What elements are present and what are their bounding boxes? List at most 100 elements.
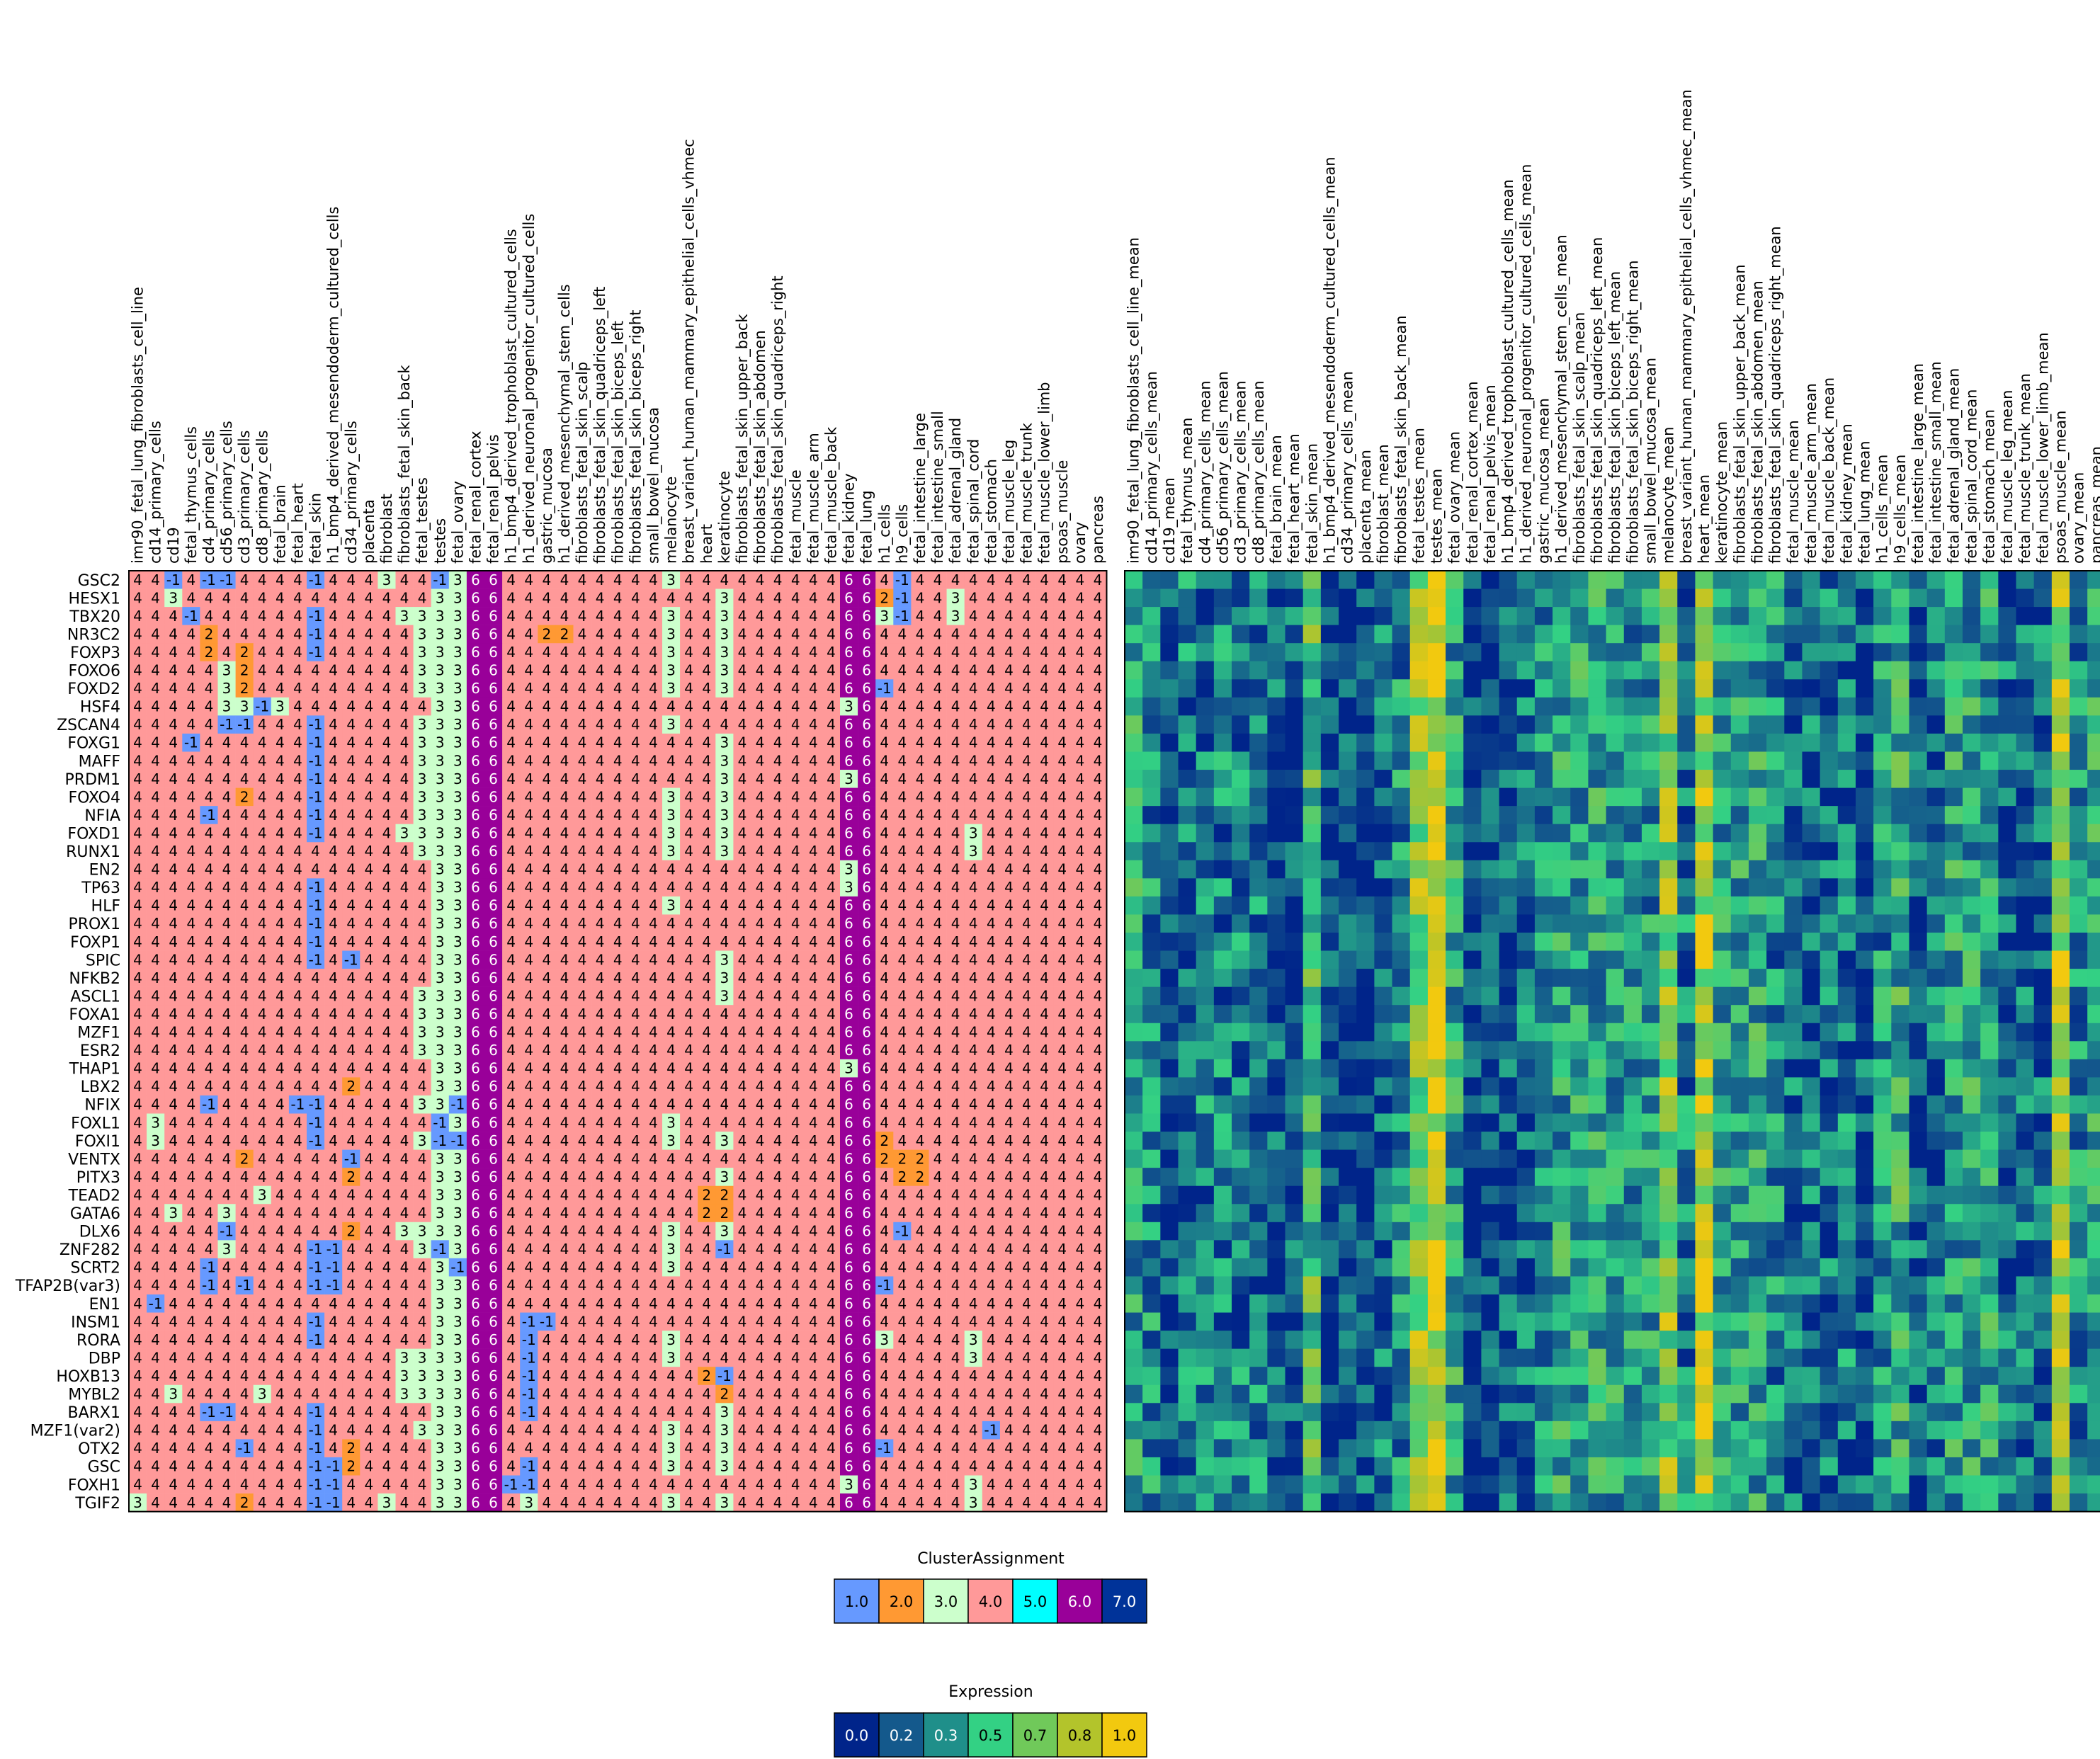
cluster-cell-label: 4	[684, 1241, 693, 1258]
cluster-cell-label: 4	[400, 1096, 409, 1113]
cluster-cell-label: 6	[471, 788, 480, 805]
cluster-cell-label: 3	[222, 662, 232, 679]
cluster-cell-label: 4	[791, 752, 800, 769]
cluster-cell	[253, 571, 272, 589]
cluster-cell-label: -1	[309, 1313, 323, 1330]
cluster-cell-label: 4	[506, 951, 516, 968]
cluster-cell-label: 4	[969, 933, 978, 950]
cluster-cell-label: 4	[773, 716, 783, 733]
cluster-cell-label: 3	[666, 1349, 676, 1366]
cluster-cell-label: 4	[809, 1060, 818, 1077]
cluster-cell-label: 4	[897, 1295, 907, 1312]
cluster-cell-label: 4	[364, 589, 373, 606]
cluster-cell-label: 4	[222, 1006, 232, 1023]
cluster-cell-label: 4	[382, 807, 392, 824]
cluster-cell-label: 4	[205, 752, 214, 769]
cluster-cell-label: 4	[186, 1259, 195, 1276]
cluster-cell-label: 4	[240, 1024, 249, 1041]
cluster-cell-label: 6	[489, 1096, 498, 1113]
cluster-cell-label: 6	[844, 1168, 853, 1185]
cluster-cell-label: 4	[560, 1024, 569, 1041]
cluster-cell-label: 4	[987, 1277, 996, 1294]
cluster-cell-label: 4	[329, 1223, 338, 1240]
row-label: TP63	[81, 880, 120, 897]
cluster-cell-label: 4	[133, 752, 142, 769]
cluster-cell-label: 4	[506, 915, 516, 932]
cluster-cell-label: 4	[542, 1024, 551, 1041]
cluster-cell-label: 4	[773, 879, 783, 896]
cluster-cell	[751, 571, 769, 589]
cluster-cell-label: 4	[702, 1024, 711, 1041]
cluster-cell-label: 4	[897, 824, 907, 841]
cluster-cell-label: 4	[240, 861, 249, 878]
cluster-cell-label: 4	[1040, 1168, 1049, 1185]
cluster-cell-label: 4	[951, 1186, 960, 1203]
cluster-cell-label: 4	[773, 698, 783, 715]
cluster-cell-label: 6	[471, 644, 480, 661]
cluster-cell-label: 6	[844, 752, 853, 769]
cluster-cell-label: 4	[276, 987, 285, 1004]
cluster-cell-label: 4	[649, 1006, 658, 1023]
cluster-cell-label: 4	[1022, 644, 1031, 661]
cluster-cell-label: 4	[133, 589, 142, 606]
cluster-cell-label: 3	[436, 1042, 445, 1059]
cluster-cell-label: 4	[329, 1168, 338, 1185]
cluster-cell-label: 4	[329, 608, 338, 625]
cluster-cell-label: 4	[524, 987, 533, 1004]
cluster-cell-label: 4	[1057, 1132, 1067, 1149]
column-label: fibroblasts_fetal_skin_abdomen	[751, 330, 769, 564]
cluster-cell-label: 6	[844, 897, 853, 914]
cluster-cell-label: 4	[1057, 1277, 1067, 1294]
cluster-cell-label: 4	[1057, 1150, 1067, 1167]
cluster-cell-label: 4	[346, 1186, 356, 1203]
cluster-cell-label: 4	[560, 1186, 569, 1203]
cluster-cell-label: 4	[186, 680, 195, 697]
cluster-cell-label: 4	[293, 1277, 302, 1294]
cluster-cell-label: 4	[987, 1349, 996, 1366]
cluster-cell-label: 6	[844, 1186, 853, 1203]
cluster-cell	[608, 571, 628, 589]
cluster-cell-label: 4	[933, 824, 943, 841]
cluster-cell-label: 4	[649, 1186, 658, 1203]
cluster-cell-label: 4	[631, 698, 640, 715]
cluster-cell-label: 4	[880, 1006, 889, 1023]
column-label: h9_cells	[894, 504, 912, 564]
cluster-cell-label: 3	[720, 1168, 729, 1185]
cluster-cell-label: 4	[1075, 788, 1084, 805]
cluster-cell-label: 4	[276, 1132, 285, 1149]
cluster-cell-label: 3	[453, 843, 462, 860]
cluster-cell-label: 6	[844, 843, 853, 860]
cluster-cell-label: 4	[613, 1150, 623, 1167]
cluster-cell-label: 4	[151, 1241, 160, 1258]
cluster-cell-label: 3	[453, 1042, 462, 1059]
cluster-cell-label: 4	[987, 915, 996, 932]
cluster-cell-label: 3	[436, 1150, 445, 1167]
cluster-cell-label: 4	[382, 734, 392, 751]
cluster-cell-label: 4	[916, 933, 925, 950]
cluster-cell-label: 4	[880, 951, 889, 968]
cluster-cell-label: 4	[133, 571, 142, 588]
cluster-cell-label: 4	[791, 843, 800, 860]
cluster-cell-label: 4	[258, 1096, 267, 1113]
cluster-cell-label: 4	[916, 1078, 925, 1095]
cluster-cell-label: 4	[791, 608, 800, 625]
cluster-cell-label: 4	[258, 608, 267, 625]
cluster-cell-label: 4	[186, 1150, 195, 1167]
cluster-cell-label: 4	[916, 1223, 925, 1240]
cluster-cell-label: 6	[862, 1186, 871, 1203]
cluster-cell-label: 4	[560, 680, 569, 697]
cluster-cell-label: 3	[453, 933, 462, 950]
cluster-cell-label: 3	[436, 1277, 445, 1294]
cluster-cell-label: 4	[649, 680, 658, 697]
cluster-cell-label: 4	[133, 1186, 142, 1203]
cluster-cell-label: 4	[1040, 1259, 1049, 1276]
cluster-cell-label: 6	[471, 589, 480, 606]
cluster-cell-label: 4	[205, 662, 214, 679]
cluster-cell-label: 4	[827, 1205, 836, 1222]
cluster-cell-label: 4	[969, 1277, 978, 1294]
cluster-cell-label: 4	[400, 933, 409, 950]
cluster-cell-label: 4	[613, 1132, 623, 1149]
cluster-cell-label: 4	[258, 807, 267, 824]
cluster-cell-label: 4	[613, 625, 623, 642]
cluster-cell-label: 6	[471, 716, 480, 733]
